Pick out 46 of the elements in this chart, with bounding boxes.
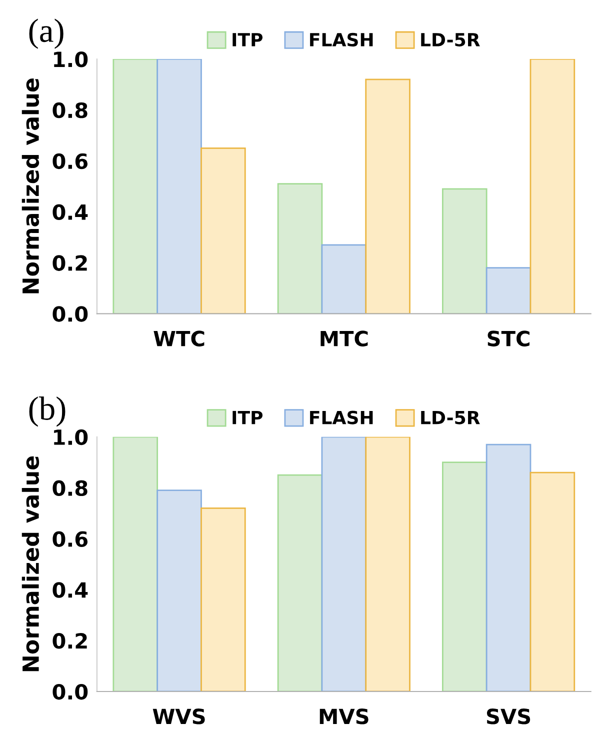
- bar: [156, 490, 202, 692]
- bar: [321, 244, 367, 314]
- legend-label: ITP: [232, 33, 263, 46]
- y-axis-title: Normalized value: [22, 456, 40, 672]
- bar: [156, 59, 202, 314]
- bar: [112, 59, 158, 314]
- x-tick-label: SVS: [486, 708, 530, 724]
- bar: [442, 462, 488, 692]
- bar: [530, 59, 576, 314]
- y-tick-label: 0.4: [52, 204, 88, 220]
- y-tick-label: 0.4: [52, 582, 88, 598]
- bar: [200, 507, 246, 692]
- y-axis-title: Normalized value: [22, 78, 40, 294]
- y-tick-label: 0.8: [52, 480, 88, 496]
- bar: [486, 444, 532, 692]
- bar: [200, 147, 246, 314]
- y-tick-label: 0.6: [52, 153, 88, 170]
- chart-title: (b): [29, 396, 66, 427]
- bar: [277, 183, 323, 314]
- x-tick-label: WVS: [152, 708, 205, 724]
- y-tick-label: 0.2: [52, 633, 87, 649]
- chart-title: (a): [29, 18, 64, 49]
- y-tick-label: 0.0: [52, 684, 88, 700]
- bar: [321, 436, 367, 692]
- x-tick-label: MTC: [320, 330, 368, 346]
- bar: [277, 474, 323, 692]
- legend-label: FLASH: [310, 410, 373, 424]
- bar: [112, 436, 158, 692]
- y-tick-label: 0.2: [52, 255, 87, 271]
- legend-label: ITP: [232, 410, 263, 424]
- x-tick-label: STC: [488, 330, 530, 346]
- x-tick-label: WTC: [154, 330, 204, 346]
- bar: [530, 472, 576, 692]
- bar: [442, 188, 488, 314]
- bar: [365, 436, 410, 692]
- y-tick-label: 0.0: [52, 306, 88, 322]
- y-tick-label: 0.8: [52, 102, 88, 118]
- legend-label: LD-5R: [421, 33, 480, 47]
- y-tick-label: 0.6: [52, 531, 88, 547]
- legend-label: FLASH: [310, 32, 373, 47]
- y-tick-label: 1.0: [54, 51, 88, 68]
- y-tick-label: 1.0: [54, 429, 88, 446]
- bar: [486, 267, 532, 314]
- legend-label: LD-5R: [421, 410, 480, 424]
- bar: [365, 78, 410, 314]
- x-tick-label: MVS: [320, 708, 368, 724]
